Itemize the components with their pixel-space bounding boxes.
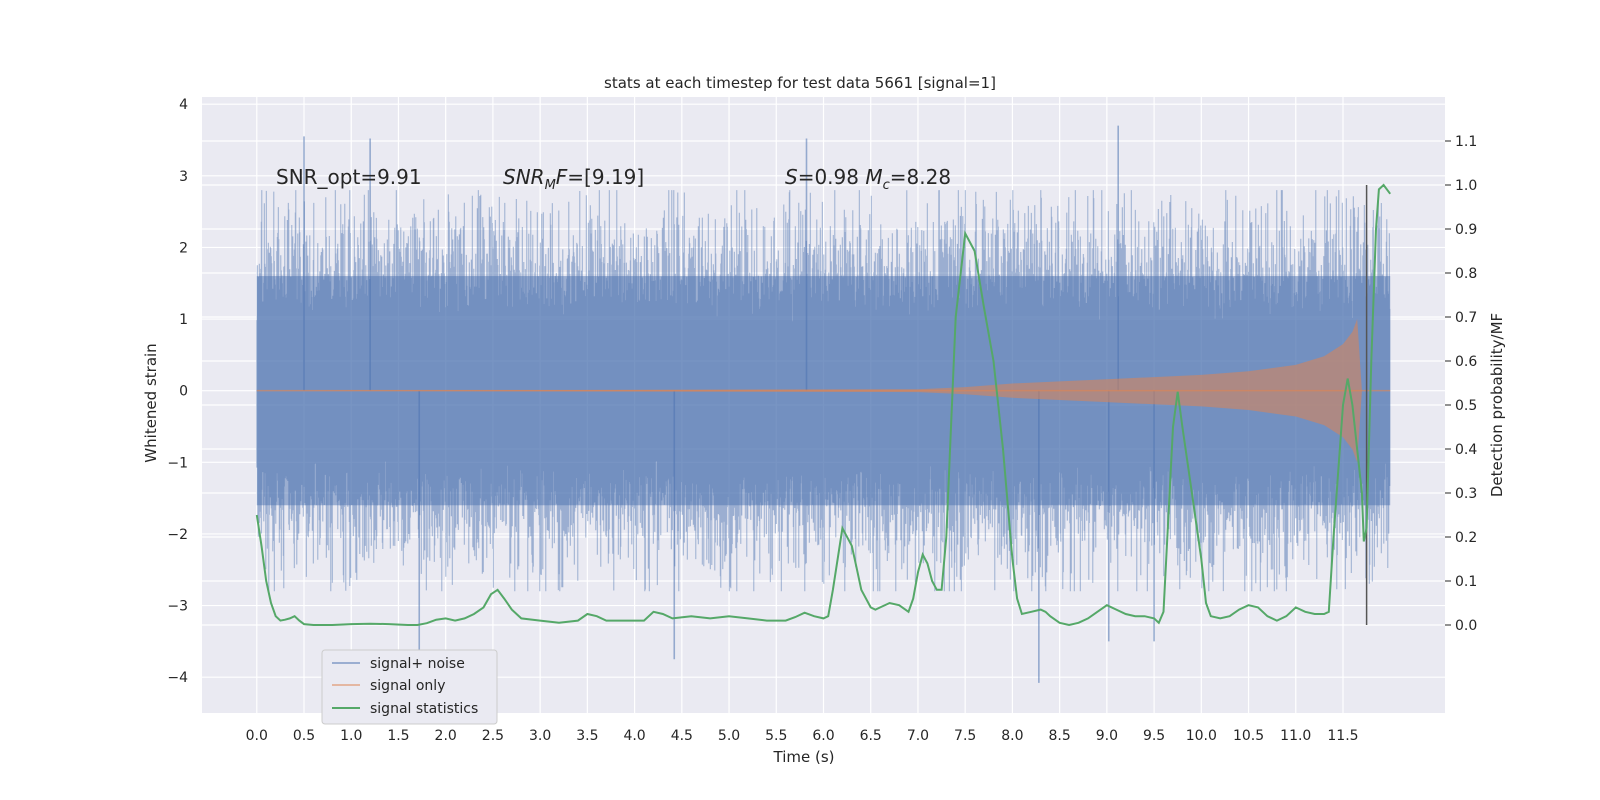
y-axis-left-ticks: 4 3 2 1 0 −1 −2 −3 −4: [167, 97, 188, 686]
x-tick-label: 6.0: [812, 728, 834, 744]
x-tick-label: 4.5: [671, 728, 693, 744]
y-right-tick-label: 0.7: [1455, 310, 1477, 326]
x-tick-label: 2.0: [435, 728, 457, 744]
x-tick-label: 7.0: [907, 728, 929, 744]
x-tick-label: 3.5: [576, 728, 598, 744]
x-axis-ticks: 0.0 0.5 1.0 1.5 2.0 2.5 3.0 3.5 4.0 4.5 5.0 5.5 6.0 6…: [246, 728, 1359, 744]
statistics-line: [255, 183, 1391, 627]
x-tick-label: 1.0: [340, 728, 362, 744]
x-tick-label: 9.5: [1143, 728, 1165, 744]
legend-label-signal-only: signal only: [370, 678, 445, 694]
x-tick-label: 0.5: [293, 728, 315, 744]
y-left-tick-label: −2: [167, 527, 188, 543]
y-right-tick-label: 0.1: [1455, 574, 1477, 590]
y-right-tick-label: 0.6: [1455, 354, 1477, 370]
y-left-tick-label: 4: [179, 97, 188, 113]
y-right-tick-label: 0.5: [1455, 398, 1477, 414]
y-left-tick-label: 0: [179, 384, 188, 400]
x-axis-label: Time (s): [773, 748, 835, 766]
legend-label-signal-noise: signal+ noise: [370, 656, 465, 672]
y-right-tick-label: 0.2: [1455, 530, 1477, 546]
annotation-snr-opt: SNR_opt=9.91: [276, 165, 422, 189]
y-right-tick-label: 0.9: [1455, 222, 1477, 238]
y-left-tick-label: −3: [167, 599, 188, 615]
y-right-tick-label: 1.0: [1455, 178, 1477, 194]
y-right-tick-label: 0.3: [1455, 486, 1477, 502]
y-axis-right-ticks: 1.1 1.0 0.9 0.8 0.7 0.6 0.5 0.4 0.3 0.2 0.1 0.0: [1445, 134, 1477, 634]
x-tick-label: 0.0: [246, 728, 268, 744]
y-left-tick-label: 2: [179, 240, 188, 256]
annotations: SNR_opt=9.91 SNRMF=[9.19] S=0.98 Mc=8.28: [276, 165, 951, 193]
x-tick-label: 2.5: [482, 728, 504, 744]
y-right-tick-label: 0.4: [1455, 442, 1477, 458]
y-right-tick-label: 0.0: [1455, 618, 1477, 634]
x-tick-label: 11.5: [1327, 728, 1358, 744]
y-left-tick-label: 1: [179, 312, 188, 328]
x-tick-label: 8.0: [1001, 728, 1023, 744]
x-tick-label: 1.5: [387, 728, 409, 744]
y-left-tick-label: −1: [167, 455, 188, 471]
chart-title: stats at each timestep for test data 566…: [604, 74, 996, 92]
x-tick-label: 11.0: [1280, 728, 1311, 744]
y-axis-left-label: Whitened strain: [142, 343, 160, 462]
legend-label-signal-statistics: signal statistics: [370, 701, 478, 717]
x-tick-label: 10.0: [1186, 728, 1217, 744]
x-tick-label: 5.0: [718, 728, 740, 744]
y-right-tick-label: 0.8: [1455, 266, 1477, 282]
x-tick-label: 10.5: [1233, 728, 1264, 744]
y-right-tick-label: 1.1: [1455, 134, 1477, 150]
x-tick-label: 8.5: [1048, 728, 1070, 744]
y-left-tick-label: −4: [167, 670, 188, 686]
x-tick-label: 9.0: [1096, 728, 1118, 744]
x-tick-label: 6.5: [860, 728, 882, 744]
x-tick-label: 3.0: [529, 728, 551, 744]
y-axis-right-label: Detection probability/MF: [1488, 313, 1506, 497]
series-signal-statistics: [255, 183, 1391, 627]
x-tick-label: 4.0: [623, 728, 645, 744]
annotation-snr-mf: SNRMF=[9.19]: [503, 165, 644, 193]
legend: signal+ noise signal only signal statist…: [321, 649, 498, 725]
legend-box: [321, 649, 498, 725]
y-left-tick-label: 3: [179, 169, 188, 185]
x-tick-label: 5.5: [765, 728, 787, 744]
x-tick-label: 7.5: [954, 728, 976, 744]
annotation-s-mc: S=0.98 Mc=8.28: [785, 165, 951, 193]
